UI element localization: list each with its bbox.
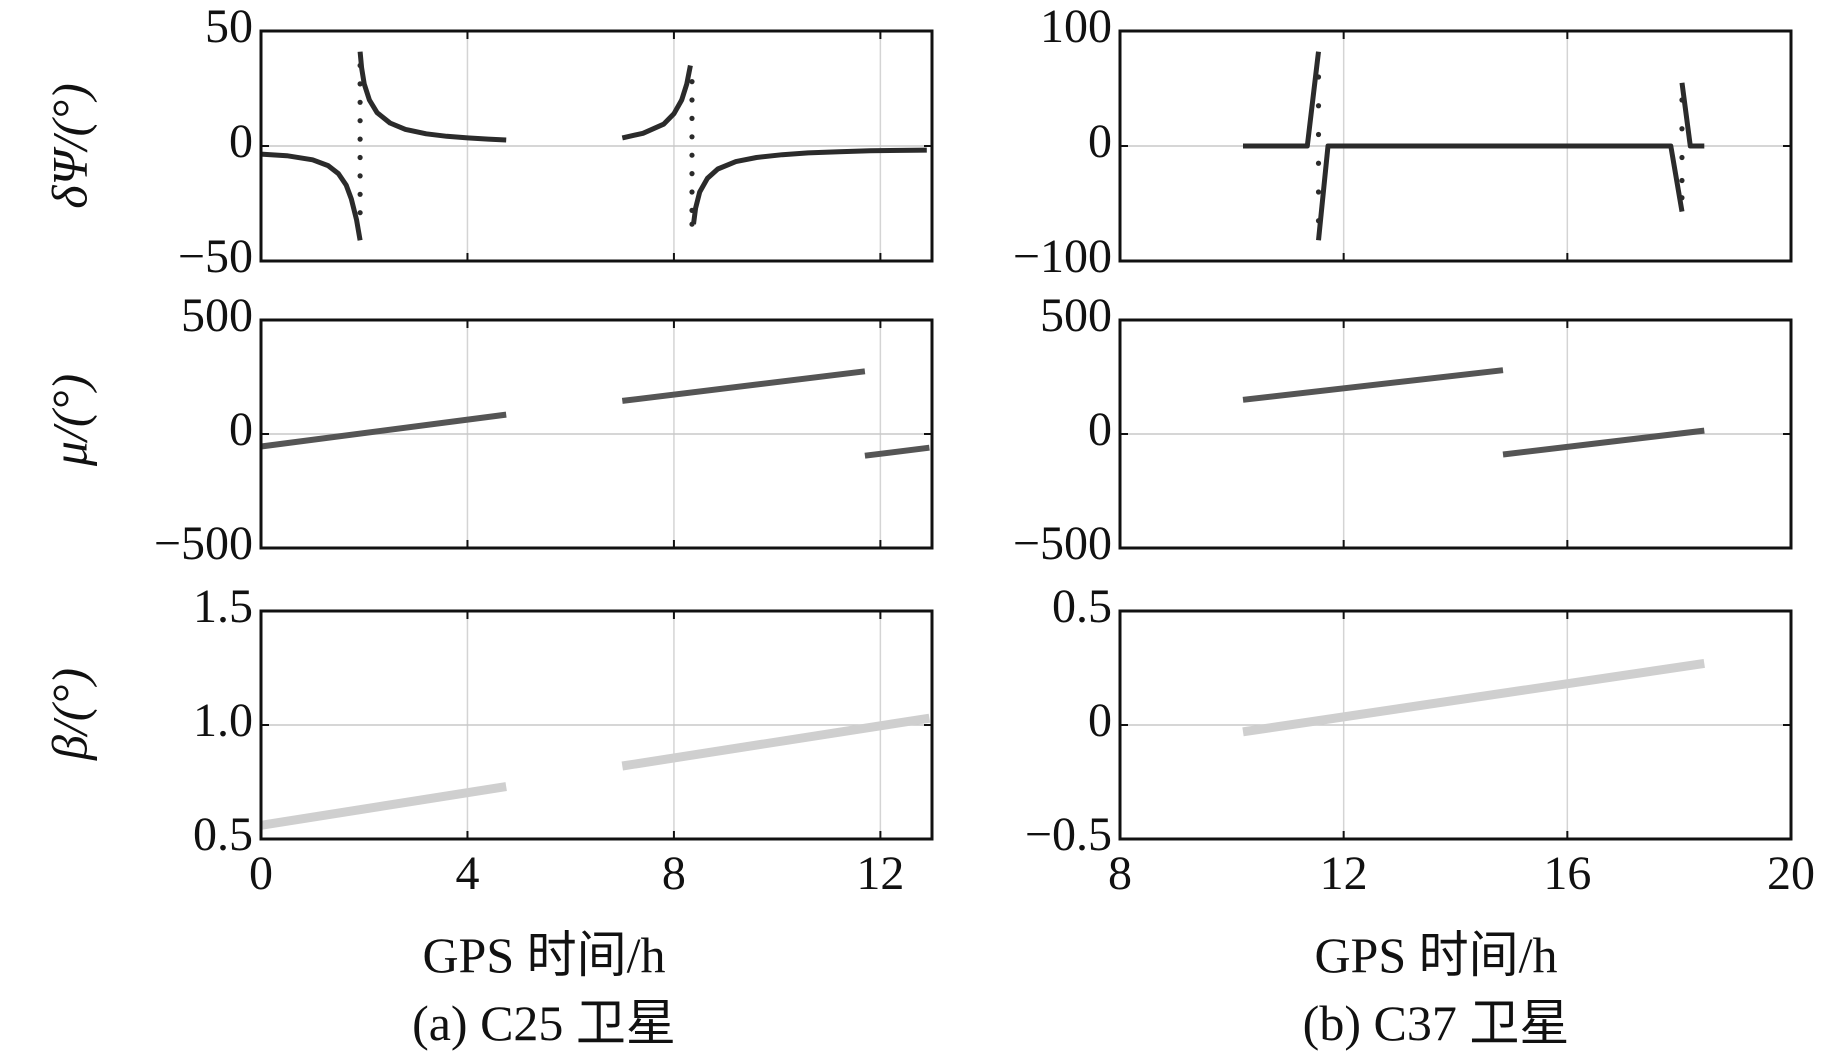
transition-dot: [1315, 218, 1322, 224]
x-tick-label: 20: [1767, 847, 1815, 900]
transition-dot: [1679, 154, 1685, 161]
x-axis-label-right: GPS 时间/h: [1314, 927, 1557, 983]
panel-b-middle: −500 0 500: [1013, 289, 1793, 570]
transition-dot: [689, 171, 695, 177]
transition-dot: [689, 221, 695, 227]
transition-dot: [1315, 189, 1322, 195]
x-tick-label: 4: [455, 847, 479, 900]
transition-dot: [689, 189, 695, 195]
y-tick-label: 1.5: [193, 580, 253, 633]
panel-a-top: −50 0 50: [178, 0, 934, 283]
series-line-0: [260, 411, 507, 450]
transition-dot: [689, 97, 695, 103]
transition-dot: [357, 62, 363, 69]
panel-b-top: −100 0 100: [1013, 0, 1793, 283]
y-tick-label: 0.5: [1052, 580, 1112, 633]
y-axis-label-mu-left: μ/(°): [41, 374, 97, 467]
series-line-1: [621, 713, 931, 771]
series-line-0: [260, 782, 507, 830]
series-line-1: [1502, 427, 1705, 458]
x-tick-label: 0: [249, 847, 273, 900]
y-tick-label: 500: [181, 289, 253, 342]
series-line-2: [1679, 82, 1705, 149]
series-line-0: [1242, 658, 1705, 737]
transition-dot: [357, 118, 363, 124]
x-tick-label: 8: [662, 847, 686, 900]
transition-dot: [357, 136, 363, 142]
series-line-2: [621, 65, 693, 141]
y-tick-label: −50: [178, 230, 253, 283]
transition-dot: [1315, 103, 1322, 109]
y-tick-label: 50: [205, 0, 253, 53]
transition-dot: [357, 210, 363, 216]
transition-dot: [689, 134, 695, 140]
y-tick-label: 0: [1088, 115, 1112, 168]
y-tick-label: 0: [229, 115, 253, 168]
transition-dot: [689, 207, 695, 213]
series-line-1: [621, 368, 866, 404]
series-line-0: [260, 151, 363, 241]
transition-dot: [689, 115, 695, 121]
transition-dot: [357, 173, 363, 179]
transition-dot: [689, 79, 695, 85]
transition-dot: [1315, 131, 1322, 138]
x-tick-label: 16: [1543, 847, 1591, 900]
y-tick-label: 100: [1040, 0, 1112, 53]
transition-dot: [357, 99, 363, 105]
x-tick-label: 12: [1320, 847, 1368, 900]
y-axis-label-beta-left: β/(°): [41, 668, 97, 761]
series-line-0: [1242, 367, 1504, 403]
x-axis-label-left: GPS 时间/h: [422, 927, 665, 983]
y-axis-label-dpsi-left: δΨ/(°): [41, 83, 97, 209]
series-line-1: [357, 51, 507, 143]
y-tick-label: 500: [1040, 289, 1112, 342]
panel-a-bottom: 0.5 1.0 1.5 0 4 8 12: [193, 580, 934, 900]
y-tick-label: −100: [1013, 230, 1112, 283]
y-tick-label: 0: [1088, 694, 1112, 747]
panel-b-bottom: −0.5 0 0.5 8 12 16 20: [1025, 580, 1815, 900]
transition-dot: [1679, 195, 1685, 201]
y-tick-label: 0.5: [193, 808, 253, 861]
caption-right: (b) C37 卫星: [1303, 995, 1570, 1051]
series-line-1: [1316, 143, 1685, 241]
panel-a-middle: −500 0 500: [154, 289, 934, 570]
x-tick-label: 12: [856, 847, 904, 900]
transition-dot: [689, 152, 695, 158]
transition-dot: [1679, 126, 1685, 132]
caption-left: (a) C25 卫星: [412, 995, 676, 1051]
series-line-0: [1243, 51, 1321, 149]
y-tick-label: −500: [1013, 517, 1112, 570]
transition-dot: [1679, 97, 1685, 103]
transition-dot: [1679, 177, 1685, 184]
x-tick-label: 8: [1108, 847, 1132, 900]
y-tick-label: 1.0: [193, 694, 253, 747]
y-tick-label: −0.5: [1025, 808, 1112, 861]
y-tick-label: 0: [229, 403, 253, 456]
transition-dot: [357, 191, 363, 197]
transition-dot: [357, 81, 363, 87]
transition-dot: [1315, 74, 1322, 80]
transition-dot: [357, 154, 363, 161]
y-tick-label: −500: [154, 517, 253, 570]
panels: −50050−1000100−5000500−50005000.51.01.50…: [154, 0, 1815, 900]
series-line-3: [691, 147, 927, 225]
series-line-2: [864, 444, 930, 459]
y-tick-label: 0: [1088, 403, 1112, 456]
transition-dot: [1315, 160, 1322, 166]
